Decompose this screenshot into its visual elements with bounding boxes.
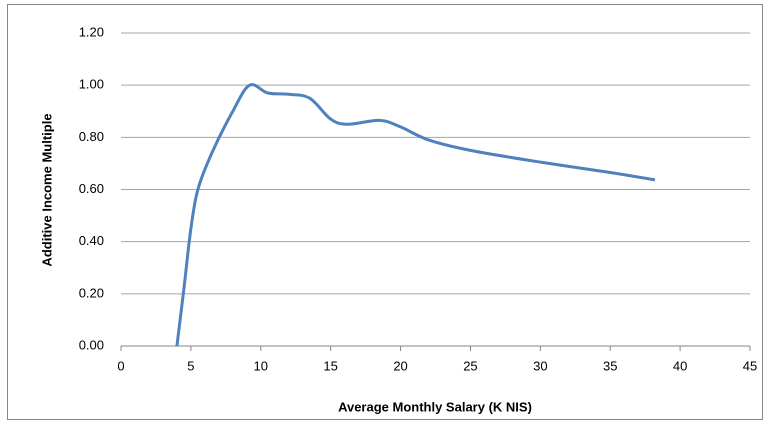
x-tick-label: 30 [533,358,547,373]
y-tick-label: 0.80 [79,129,104,144]
x-tick-label: 15 [323,358,337,373]
x-tick-label: 35 [603,358,617,373]
y-tick-label: 0.60 [79,181,104,196]
x-tick-label: 0 [117,358,124,373]
x-tick-label: 45 [743,358,757,373]
x-axis-label: Average Monthly Salary (K NIS) [338,399,532,414]
y-tick-label: 0.40 [79,233,104,248]
x-tick-label: 10 [254,358,268,373]
y-tick-label: 1.20 [79,24,104,39]
x-tick-label: 20 [393,358,407,373]
chart-border [7,4,763,420]
x-tick-label: 5 [187,358,194,373]
y-tick-label: 1.00 [79,77,104,92]
line [175,83,656,347]
y-tick-label: 0.20 [79,285,104,300]
y-axis-label: Additive Income Multiple [39,113,54,266]
x-tick-label: 40 [673,358,687,373]
y-tick-label: 0.00 [79,337,104,352]
x-tick-label: 25 [463,358,477,373]
